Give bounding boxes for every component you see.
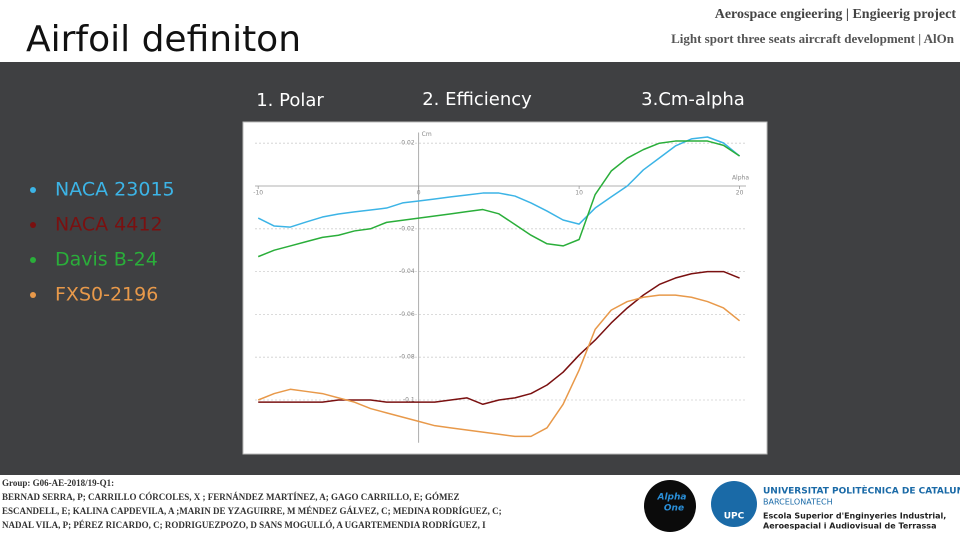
logo-upc <box>711 481 757 527</box>
header-line: Aerospace engieering | Engieerig project <box>715 7 957 22</box>
x-tick-label: 0 <box>417 190 421 197</box>
footer-band <box>0 475 960 540</box>
legend-bullet <box>30 187 36 193</box>
legend: NACA 23015 NACA 4412 Davis B-24 FXS0-2196 <box>30 179 175 306</box>
slide-title: Airfoil definiton <box>26 19 301 60</box>
logo-text: UPC <box>724 512 745 522</box>
y-tick-label: -0.06 <box>399 311 415 318</box>
legend-label: NACA 23015 <box>55 179 175 201</box>
series-line <box>258 270 740 406</box>
y-tick-label: -0.08 <box>399 354 415 361</box>
university-sub: BARCELONATECH <box>763 498 833 507</box>
logo-alpha-one <box>644 480 696 532</box>
university-name: UNIVERSITAT POLITÈCNICA DE CATALUNYA <box>763 485 960 497</box>
author-line: ESCANDELL, E; KALINA CAPDEVILA, A ;MARIN… <box>2 506 502 516</box>
series-line <box>257 136 741 228</box>
legend-bullet <box>30 257 36 263</box>
tab-label[interactable]: 2. Efficiency <box>422 89 532 110</box>
y-tick-label: -0.1 <box>403 397 415 404</box>
x-tick-label: 10 <box>575 190 583 197</box>
header-band <box>0 0 960 62</box>
group-text: Group: G06-AE-2018/19-Q1: <box>2 478 114 488</box>
legend-label: NACA 4412 <box>55 214 163 236</box>
school-name: Aeroespacial i Audiovisual de Terrassa <box>763 522 936 531</box>
chart: 0.02 -0.02 -0.04 -0.06 -0.08 -0.1 -10 0 10 20 Alph… <box>253 131 749 443</box>
tab-label[interactable]: 3.Cm-alpha <box>641 89 745 110</box>
y-tick-label: -0.04 <box>399 268 415 275</box>
y-axis-label: Cm <box>422 131 432 138</box>
y-tick-label: -0.02 <box>399 225 415 232</box>
logo-text: Alpha <box>657 493 687 503</box>
legend-label: Davis B-24 <box>55 249 158 271</box>
author-line: BERNAD SERRA, P; CARRILLO CÓRCOLES, X ; … <box>2 492 459 502</box>
school-name: Escola Superior d'Enginyeries Industrial… <box>763 512 946 521</box>
chart-frame <box>242 121 768 455</box>
x-axis-label: Alpha <box>732 175 749 182</box>
logo-text: One <box>664 504 684 514</box>
legend-label: FXS0-2196 <box>55 284 158 306</box>
tab-label[interactable]: 1. Polar <box>256 90 324 111</box>
header-line: Light sport three seats aircraft develop… <box>671 31 955 46</box>
legend-bullet <box>30 222 36 228</box>
author-line: NADAL VILA, P; PÉREZ RICARDO, C; RODRIGU… <box>2 520 486 530</box>
legend-bullet <box>30 292 36 298</box>
x-tick-label: 20 <box>736 190 744 197</box>
x-tick-label: -10 <box>253 190 263 197</box>
series-line <box>257 294 741 438</box>
series-line <box>257 140 740 258</box>
y-tick-label: 0.02 <box>401 140 415 147</box>
